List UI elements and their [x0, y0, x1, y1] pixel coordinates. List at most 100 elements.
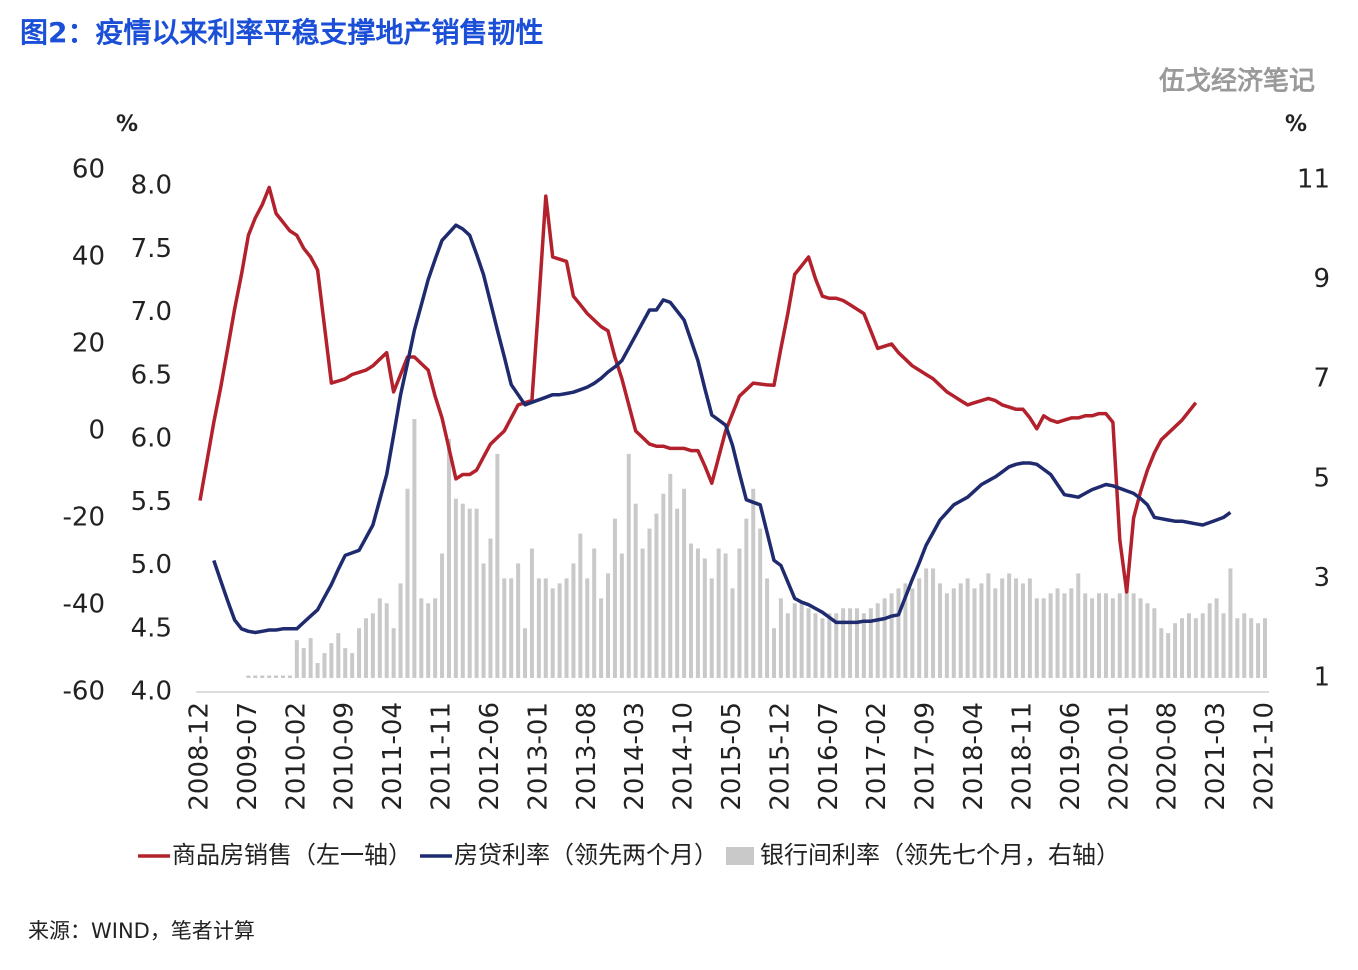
bar [1020, 583, 1025, 678]
y3-tick-label: 5.5 [131, 487, 172, 517]
bar [723, 553, 728, 678]
bar [246, 675, 251, 678]
y2-tick-label: 1 [1313, 663, 1330, 693]
y3-tick-label: 5.0 [131, 550, 172, 580]
bar [654, 513, 659, 678]
x-tick-label: 2018-11 [1007, 702, 1037, 811]
bar [1256, 623, 1261, 678]
bar [1062, 593, 1067, 678]
y3-tick-label: 4.0 [131, 677, 172, 707]
bar [924, 568, 929, 678]
bar [1014, 578, 1019, 678]
bar [910, 588, 915, 678]
source: 来源：WIND，笔者计算 [28, 919, 255, 943]
y-tick-label: 60 [72, 155, 105, 185]
y3-tick-label: 6.5 [131, 360, 172, 390]
bar [1138, 598, 1143, 678]
bar [1000, 578, 1005, 678]
bar [917, 578, 922, 678]
bar [730, 588, 735, 678]
bar [391, 628, 396, 678]
bar [405, 488, 410, 678]
bar [1207, 603, 1212, 678]
x-tick-label: 2018-04 [959, 702, 989, 811]
bar [986, 573, 991, 678]
bar [758, 528, 763, 678]
bar [260, 675, 265, 678]
bar [592, 548, 597, 678]
bar [1041, 598, 1046, 678]
bar [1145, 603, 1150, 678]
bar [875, 603, 880, 678]
y2-tick-label: 9 [1313, 264, 1330, 294]
bar [958, 583, 963, 678]
bar [280, 675, 285, 678]
legend-label: 银行间利率（领先七个月，右轴） [760, 841, 1120, 869]
bar [889, 593, 894, 678]
bar [709, 578, 714, 678]
y-tick-label: 20 [72, 329, 105, 359]
y-tick-label: 0 [88, 416, 105, 446]
bar [1131, 593, 1136, 678]
x-tick-label: 2016-07 [814, 702, 844, 811]
bar [1090, 598, 1095, 678]
line [198, 185, 1198, 594]
y3-tick-label: 6.0 [131, 424, 172, 454]
x-tick-label: 2021-03 [1201, 702, 1231, 811]
bar [467, 508, 472, 678]
bar [1242, 613, 1247, 678]
bar [550, 588, 555, 678]
bar [343, 648, 348, 678]
bar [1083, 593, 1088, 678]
bar [384, 603, 389, 678]
bar [1124, 588, 1129, 678]
bar [557, 583, 562, 678]
bar [1180, 618, 1185, 678]
y3-tick-label: 4.5 [131, 613, 172, 643]
bar [1069, 588, 1074, 678]
bar [951, 588, 956, 678]
bar [1193, 618, 1198, 678]
bar [419, 598, 424, 678]
bar [675, 508, 680, 678]
bar [861, 613, 866, 678]
bar [357, 628, 362, 678]
bar [1159, 628, 1164, 678]
bar [765, 578, 770, 678]
bar [460, 503, 465, 678]
bar [744, 518, 749, 678]
bar [1186, 613, 1191, 678]
y2-tick-label: 3 [1313, 563, 1330, 593]
y-unit: % [116, 112, 138, 137]
bar [267, 675, 272, 678]
bar [944, 593, 949, 678]
bar [536, 578, 541, 678]
bar [695, 548, 700, 678]
bar [398, 583, 403, 678]
x-tick-label: 2017-09 [911, 702, 941, 811]
bar [903, 583, 908, 678]
bar [578, 533, 583, 678]
bar [689, 543, 694, 678]
bar [322, 653, 327, 678]
legend-swatch [726, 847, 754, 865]
bar [474, 508, 479, 678]
x-tick-label: 2014-10 [669, 702, 699, 811]
bar [1076, 573, 1081, 678]
bar [301, 648, 306, 678]
bar [377, 598, 382, 678]
bar [806, 608, 811, 678]
bar [1200, 613, 1205, 678]
bar [585, 578, 590, 678]
bar [1110, 598, 1115, 678]
bar [564, 578, 569, 678]
y3-tick-label: 8.0 [131, 171, 172, 201]
bar [965, 578, 970, 678]
bar [412, 419, 417, 678]
bar [1103, 593, 1108, 678]
x-tick-label: 2013-08 [572, 702, 602, 811]
bar [1173, 623, 1178, 678]
bar [426, 603, 431, 678]
bar [854, 608, 859, 678]
legend-label: 房贷利率（领先两个月） [454, 841, 718, 869]
